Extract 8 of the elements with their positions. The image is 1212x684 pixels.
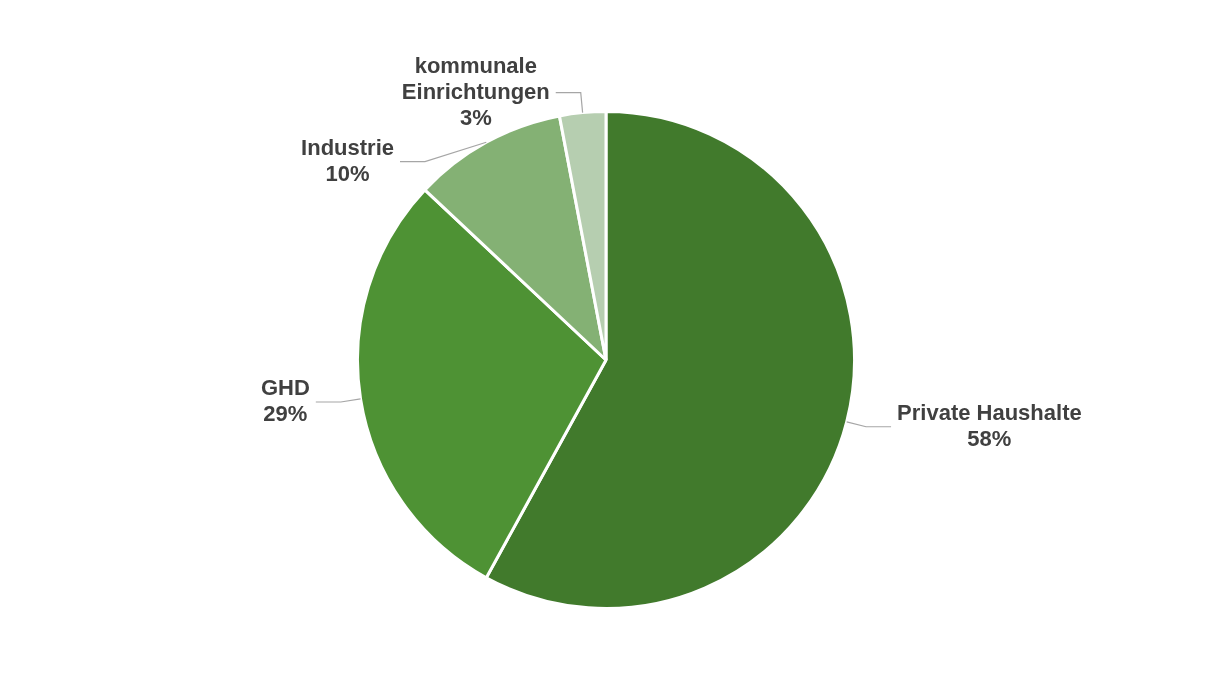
data-label: 3% (459, 104, 492, 130)
data-label: 29% (263, 401, 308, 427)
data-label: 58% (967, 425, 1012, 451)
slice-label: Private Haushalte (897, 399, 1082, 425)
slice-label: Industrie (301, 134, 394, 160)
data-label: 10% (325, 160, 370, 186)
slice-label: kommunale Einrichtungen (401, 52, 550, 104)
slice-label: GHD (260, 375, 310, 401)
